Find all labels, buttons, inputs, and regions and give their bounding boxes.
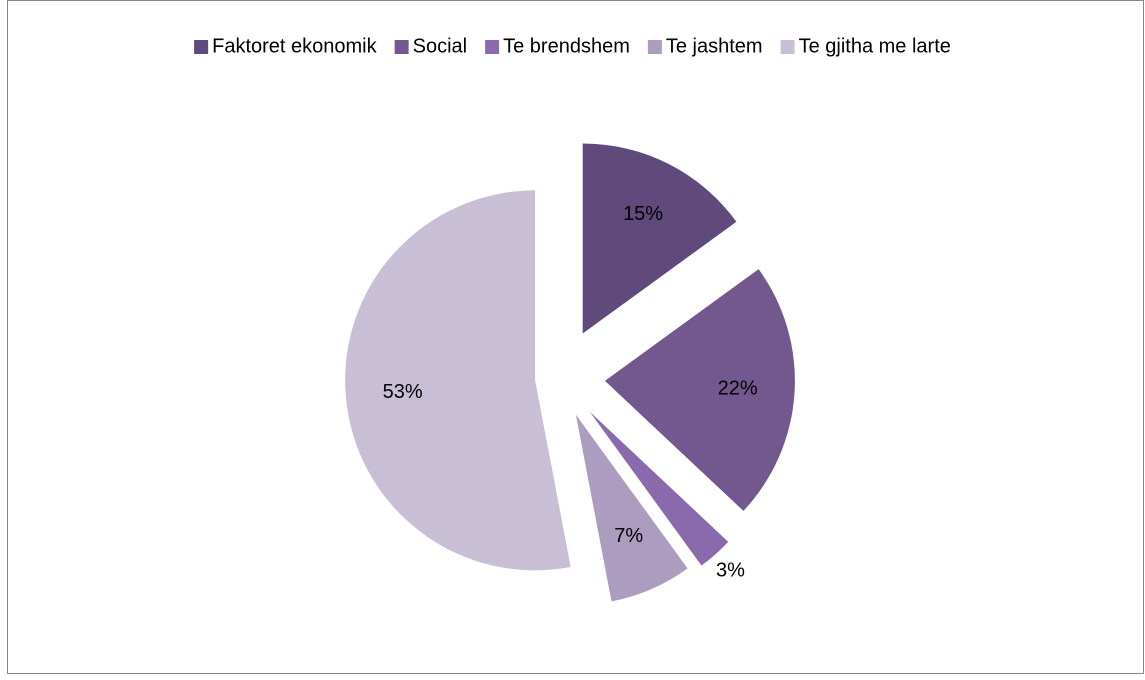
legend-label: Te jashtem (666, 35, 763, 57)
legend-label: Faktoret ekonomik (212, 35, 378, 57)
data-label: 22% (718, 377, 758, 399)
pie-slice (345, 190, 571, 571)
data-label: 3% (716, 560, 745, 582)
chart-border (7, 0, 1144, 674)
legend-swatch (780, 40, 795, 54)
legend-swatch (485, 40, 500, 54)
data-label: 53% (383, 381, 423, 403)
legend: Faktoret ekonomik Social Te brendshem Te ja… (194, 35, 951, 57)
legend-label: Social (413, 35, 467, 57)
data-label: 7% (614, 525, 643, 547)
data-label: 15% (623, 203, 663, 225)
pie-slice (589, 411, 729, 566)
legend-label: Te brendshem (503, 35, 630, 57)
legend-swatch (394, 40, 409, 54)
pie-slice (582, 143, 737, 334)
pie-slice (575, 414, 688, 602)
legend-label: Te gjitha me larte (799, 35, 951, 57)
legend-swatch (647, 40, 662, 54)
pie-slice (604, 269, 795, 511)
legend-swatch (194, 40, 209, 54)
